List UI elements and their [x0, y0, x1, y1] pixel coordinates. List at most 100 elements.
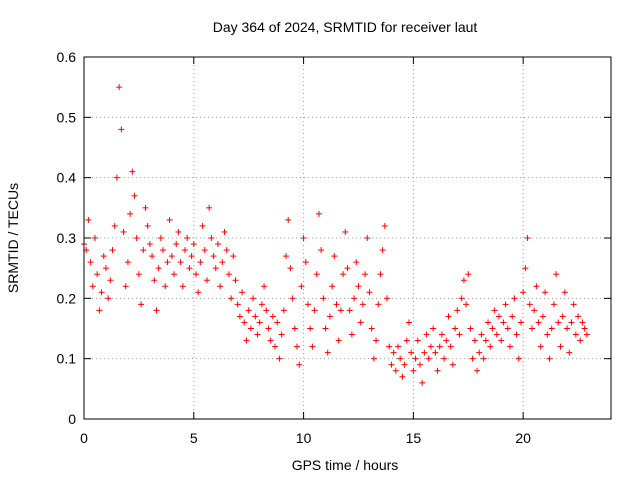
data-point — [225, 271, 232, 278]
data-point — [419, 379, 426, 386]
data-point — [138, 301, 145, 308]
x-tick-label: 10 — [296, 430, 312, 446]
data-point — [105, 295, 112, 302]
data-point — [214, 241, 221, 248]
y-tick-label: 0.2 — [57, 290, 77, 306]
data-point — [94, 271, 101, 278]
data-point — [351, 295, 358, 302]
data-point — [467, 325, 474, 332]
data-point — [346, 307, 353, 314]
data-point — [454, 307, 461, 314]
data-point — [203, 277, 210, 284]
data-point — [184, 235, 191, 241]
data-point — [423, 331, 430, 338]
data-point — [570, 301, 577, 308]
y-tick-label: 0.4 — [57, 170, 77, 186]
data-point — [199, 222, 206, 229]
data-point — [579, 319, 586, 326]
data-point — [285, 216, 292, 223]
data-point — [296, 361, 303, 368]
data-point — [463, 301, 470, 308]
data-point — [373, 337, 380, 344]
data-point — [441, 355, 448, 362]
data-point — [175, 228, 182, 235]
data-point — [368, 325, 375, 332]
data-point — [234, 301, 241, 308]
data-point — [212, 265, 219, 272]
x-tick-label: 20 — [515, 430, 531, 446]
data-point — [217, 283, 224, 290]
data-point — [434, 367, 441, 374]
data-point — [482, 337, 489, 344]
data-point — [397, 355, 404, 362]
data-point — [478, 331, 485, 338]
data-point — [542, 289, 549, 296]
data-point — [395, 343, 402, 350]
data-point — [504, 325, 511, 332]
y-axis-label: SRMTID / TECUs — [5, 183, 21, 293]
data-point — [515, 355, 522, 362]
data-point — [261, 283, 268, 290]
data-point — [355, 283, 362, 290]
data-point — [243, 337, 250, 344]
data-point — [566, 349, 573, 356]
x-tick-label: 15 — [406, 430, 422, 446]
data-point — [122, 283, 129, 290]
data-point — [263, 307, 270, 314]
data-point — [223, 247, 230, 254]
data-point — [182, 247, 189, 254]
data-point — [329, 283, 336, 290]
data-point — [195, 289, 202, 296]
data-point — [550, 301, 557, 308]
data-point — [379, 247, 386, 254]
data-point — [427, 343, 434, 350]
data-point — [164, 259, 171, 266]
data-point — [460, 277, 467, 284]
data-point — [425, 355, 432, 362]
data-point — [471, 337, 478, 344]
data-point — [315, 210, 322, 217]
data-point — [537, 343, 544, 350]
data-point — [197, 259, 204, 266]
data-point — [157, 235, 164, 241]
data-point — [575, 313, 582, 320]
data-point — [399, 373, 406, 380]
data-point — [447, 343, 454, 350]
data-point — [313, 271, 320, 278]
data-point — [120, 228, 127, 235]
data-point — [496, 313, 503, 320]
data-point — [553, 271, 560, 278]
data-point — [298, 283, 305, 290]
data-point — [254, 331, 261, 338]
data-point — [232, 277, 239, 284]
data-point — [256, 319, 263, 326]
data-point — [438, 331, 445, 338]
y-tick-label: 0 — [68, 411, 76, 427]
data-point — [533, 283, 540, 290]
data-point — [269, 313, 276, 320]
data-point — [524, 235, 531, 241]
data-point — [245, 307, 252, 314]
data-point — [414, 337, 421, 344]
data-point — [265, 325, 272, 332]
data-point — [247, 325, 254, 332]
data-point — [324, 349, 331, 356]
data-point — [201, 247, 208, 254]
axis-ticks: 0 0.1 0.2 0.3 0.4 0.5 0.6 0 5 10 15 20 — [57, 49, 611, 446]
data-point — [87, 259, 94, 266]
data-point — [179, 283, 186, 290]
y-tick-label: 0.1 — [57, 351, 77, 367]
data-point — [300, 235, 307, 241]
data-point — [520, 289, 527, 296]
data-point — [89, 283, 96, 290]
data-point — [337, 307, 344, 314]
data-point — [405, 319, 412, 326]
data-point — [581, 325, 588, 332]
data-point — [359, 301, 366, 308]
data-point — [219, 259, 226, 266]
data-point — [432, 349, 439, 356]
data-point — [458, 295, 465, 302]
data-point — [386, 343, 393, 350]
data-point — [131, 192, 138, 199]
